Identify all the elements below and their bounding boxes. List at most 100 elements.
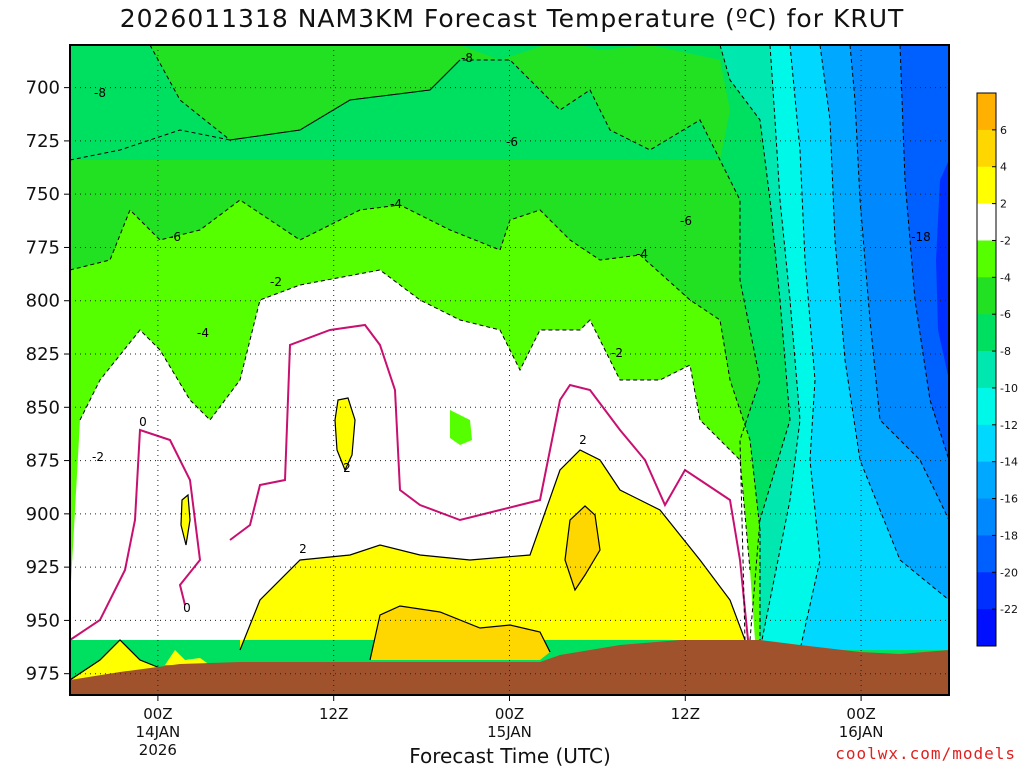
contour-label: -2 xyxy=(270,275,282,289)
isotherm-minus2 xyxy=(79,269,751,571)
x-tick-label: 00Z xyxy=(495,705,524,723)
y-tick-label: 725 xyxy=(26,131,60,152)
colorbar-swatch xyxy=(977,498,996,536)
band-4-pocket xyxy=(565,506,600,590)
colorbar-label: -2 xyxy=(1000,234,1011,247)
credit-link[interactable]: coolwx.com/models xyxy=(835,744,1016,763)
y-tick-label: 975 xyxy=(26,664,60,685)
isotherm-minus8 xyxy=(149,45,461,141)
x-tick-label: 12Z xyxy=(319,705,348,723)
colorbar-frame xyxy=(976,92,997,647)
green-island xyxy=(450,410,472,445)
colorbar-swatch xyxy=(977,424,996,463)
band-2-pocket xyxy=(335,398,355,470)
colorbar-swatch xyxy=(977,387,996,426)
grid-lines xyxy=(70,45,949,695)
colorbar: 6 4 2 -2 -4 -6 -8 -10 -12 -14 -16 -18 -20 -22 xyxy=(976,92,1018,647)
colorbar-swatch xyxy=(977,461,996,500)
colorbar-swatch xyxy=(977,314,996,352)
colorbar-label: -4 xyxy=(1000,271,1011,284)
band-2-small xyxy=(165,650,210,665)
colorbar-swatch xyxy=(977,240,996,278)
colorbar-label: 2 xyxy=(1000,198,1007,211)
contour-label: 0 xyxy=(183,601,191,615)
colorbar-swatch xyxy=(977,351,996,389)
colorbar-swatch xyxy=(977,93,996,131)
colorbar-swatch xyxy=(977,203,996,241)
colorbar-label: -20 xyxy=(1000,566,1018,579)
contour-labels: -8 -8 -6 -6 -6 -4 -4 -4 -2 -2 -2 -18 0 0 2 2 2 xyxy=(92,51,931,615)
colorbar-label: -22 xyxy=(1000,603,1018,616)
band-minus20 xyxy=(900,45,949,460)
contour-label: -4 xyxy=(636,247,648,261)
isotherm-minus18 xyxy=(849,45,949,521)
band-minus8-top xyxy=(70,45,720,160)
colorbar-swatch xyxy=(977,166,996,205)
isotherm-2-pocket xyxy=(334,397,356,472)
contour-label: -6 xyxy=(506,135,518,149)
x-axis-title: Forecast Time (UTC) xyxy=(409,744,611,768)
freezing-line-a xyxy=(70,428,202,641)
y-tick-label: 925 xyxy=(26,557,60,578)
y-tick-label: 700 xyxy=(26,78,60,99)
y-tick-label: 900 xyxy=(26,504,60,525)
isotherm-minus4 xyxy=(70,199,761,640)
colorbar-label: -10 xyxy=(1000,382,1018,395)
colorbar-label: -18 xyxy=(1000,529,1018,542)
x-tick-label: 15JAN xyxy=(487,723,532,741)
contour-label: -2 xyxy=(611,346,623,360)
y-tick-label: 825 xyxy=(26,344,60,365)
y-tick-label: 800 xyxy=(26,291,60,312)
x-tick-label: 00Z xyxy=(846,705,875,723)
band-minus22 xyxy=(936,160,949,380)
y-tick-label: 950 xyxy=(26,610,60,631)
x-tick-label: 14JAN xyxy=(136,723,181,741)
isotherm-minus16 xyxy=(819,45,949,601)
band-4-to-6 xyxy=(370,606,550,660)
band-2-to-4 xyxy=(240,450,745,650)
isotherm-minus20 xyxy=(899,45,949,461)
colorbar-label: -14 xyxy=(1000,456,1018,469)
isotherm-4-pocket xyxy=(564,505,601,592)
ground-terrain xyxy=(70,640,949,695)
x-tick-label: 2026 xyxy=(139,741,177,759)
colorbar-swatch xyxy=(977,129,996,168)
colorbar-swatch xyxy=(977,572,996,610)
colorbar-swatch xyxy=(977,609,996,647)
isotherm-2-left xyxy=(70,639,161,681)
contour-label: 0 xyxy=(139,415,147,429)
y-axis: 700 725 750 775 800 825 850 875 900 925 950 975 xyxy=(26,78,70,685)
x-tick-label: 16JAN xyxy=(839,723,884,741)
colorbar-swatch xyxy=(977,277,996,315)
colorbar-swatch xyxy=(977,535,996,573)
y-tick-label: 875 xyxy=(26,451,60,472)
contour-label: 2 xyxy=(343,461,351,475)
contour-label: 2 xyxy=(579,433,587,447)
freezing-line-b xyxy=(229,323,749,641)
colorbar-label: -12 xyxy=(1000,419,1018,432)
colorbar-label: -16 xyxy=(1000,493,1018,506)
isotherm-minus6 xyxy=(70,59,761,641)
contour-label: -6 xyxy=(680,214,692,228)
contour-label: -6 xyxy=(169,230,181,244)
x-tick-label: 00Z xyxy=(143,705,172,723)
contour-label: -4 xyxy=(197,326,209,340)
contour-label: -8 xyxy=(94,86,106,100)
y-tick-label: 850 xyxy=(26,397,60,418)
x-tick-label: 12Z xyxy=(671,705,700,723)
contour-label: -2 xyxy=(92,450,104,464)
contour-label: 2 xyxy=(299,542,307,556)
contour-label: -18 xyxy=(911,230,931,244)
isotherm-minus12 xyxy=(759,45,801,651)
chart-title: 2026011318 NAM3KM Forecast Temperature (… xyxy=(119,4,905,33)
isotherm-minus14 xyxy=(789,45,821,651)
isotherm-2 xyxy=(239,449,746,651)
y-tick-label: 750 xyxy=(26,184,60,205)
y-tick-label: 775 xyxy=(26,237,60,258)
contour-label: -4 xyxy=(390,197,402,211)
isotherm-minus10 xyxy=(719,45,791,641)
contour-label: -8 xyxy=(461,51,473,65)
colorbar-label: 6 xyxy=(1000,124,1007,137)
